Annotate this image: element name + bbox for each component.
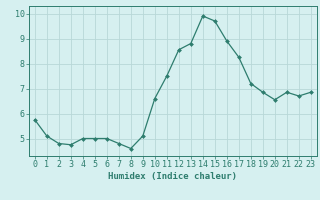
X-axis label: Humidex (Indice chaleur): Humidex (Indice chaleur) [108, 172, 237, 181]
